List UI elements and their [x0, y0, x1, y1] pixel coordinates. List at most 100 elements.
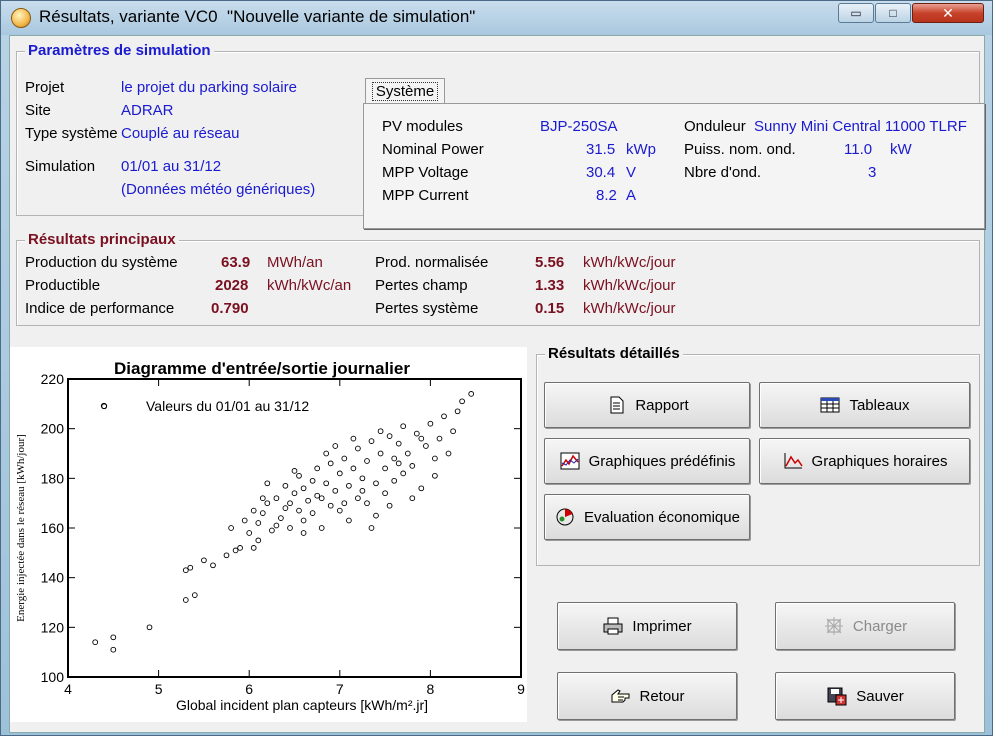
result-label-production: Production du système [25, 254, 178, 271]
sys-value-nominal-power: 31.5 [586, 141, 616, 158]
result-unit-productible: kWh/kWc/an [267, 277, 352, 294]
retour-button[interactable]: Retour [557, 672, 737, 720]
scatter-point [468, 391, 475, 397]
client-area: Paramètres de simulation Projet le proje… [9, 35, 985, 733]
y-tick-label: 220 [41, 371, 65, 387]
graphiques-horaires-button[interactable]: Graphiques horaires [759, 438, 970, 484]
scatter-point [210, 562, 216, 569]
axis-ticks: 4 5 6 7 8 9 100 120 140 160 180 200 220 [41, 371, 525, 697]
scatter-point [246, 530, 253, 536]
param-value-site: ADRAR [121, 102, 174, 119]
chart-legend: Valeurs du 01/01 au 31/12 [146, 398, 309, 414]
y-tick-label: 140 [41, 570, 65, 586]
tableaux-label: Tableaux [849, 396, 910, 414]
scatter-point [454, 408, 461, 415]
x-tick-label: 9 [517, 681, 525, 697]
sys-value-onduleur: Sunny Mini Central 11000 TLRF [754, 118, 967, 135]
scatter-point [264, 500, 271, 507]
main-results-group: Résultats principaux Production du systè… [16, 231, 980, 326]
tableaux-button[interactable]: Tableaux [759, 382, 970, 428]
scatter-point [350, 465, 357, 472]
result-unit-prod-norm: kWh/kWc/jour [583, 254, 676, 271]
sys-value-pv-modules: BJP-250SA [540, 118, 618, 135]
retour-label: Retour [639, 687, 685, 705]
scatter-point [314, 492, 321, 499]
scatter-point [336, 507, 343, 514]
y-tick-label: 120 [41, 619, 65, 635]
scatter-point [255, 537, 262, 544]
scatter-point [432, 455, 438, 462]
scatter-point [291, 490, 298, 497]
scatter-point [187, 564, 194, 571]
tab-systeme[interactable]: Système [365, 78, 445, 104]
scatter-point [182, 567, 189, 574]
scatter-point [318, 495, 325, 502]
plot-frame [67, 378, 522, 678]
scatter-point [423, 443, 429, 449]
param-value-simulation: 01/01 au 31/12 [121, 158, 222, 175]
sys-label-mpp-voltage: MPP Voltage [382, 164, 469, 181]
scatter-point [250, 507, 257, 514]
graphiques-predefinis-button[interactable]: Graphiques prédéfinis [544, 438, 750, 484]
sys-label-mpp-current: MPP Current [382, 187, 469, 204]
scatter-point [386, 502, 393, 509]
evaluation-economique-button[interactable]: Evaluation économique [544, 494, 750, 540]
sys-unit-mpp-current: A [626, 187, 637, 204]
x-tick-label: 8 [427, 681, 435, 697]
title-bar[interactable]: Résultats, variante VC0 "Nouvelle varian… [1, 1, 992, 35]
charger-button[interactable]: Charger [775, 602, 955, 650]
graphiques-horaires-label: Graphiques horaires [811, 452, 948, 470]
result-label-pertes-systeme: Pertes système [375, 300, 479, 317]
line-chart-icon [559, 451, 581, 471]
detailed-results-group: Résultats détaillés Rapport Tableaux Gra… [536, 345, 980, 566]
x-tick-label: 5 [155, 681, 163, 697]
imprimer-button[interactable]: Imprimer [557, 602, 737, 650]
scatter-point [327, 460, 334, 467]
scatter-point [413, 430, 420, 437]
scatter-point [110, 646, 117, 653]
scatter-point [282, 482, 289, 489]
result-unit-pertes-systeme: kWh/kWc/jour [583, 300, 676, 317]
scatter-point [332, 443, 339, 449]
scatter-point [346, 517, 352, 524]
scatter-point [336, 470, 343, 477]
scatter-point [450, 428, 456, 435]
scatter-point [346, 482, 352, 489]
sauver-button[interactable]: Sauver [775, 672, 955, 720]
scatter-point [409, 463, 416, 469]
graphiques-predefinis-label: Graphiques prédéfinis [588, 452, 736, 470]
result-value-pertes-champ: 1.33 [535, 277, 565, 294]
param-label-type: Type système [25, 125, 118, 142]
document-icon [605, 395, 627, 415]
y-axis-label: Energie injectée dans le réseau [kWh/jou… [15, 434, 27, 622]
scatter-point [400, 423, 407, 430]
maximize-button[interactable]: □ [875, 3, 911, 23]
scatter-point [250, 545, 257, 551]
minimize-button[interactable]: ▭ [838, 3, 874, 23]
scatter-point [386, 433, 393, 439]
result-label-indice: Indice de performance [25, 300, 175, 317]
scatter-point [287, 500, 293, 507]
param-sim-note: (Données météo génériques) [121, 181, 316, 198]
table-icon [819, 395, 841, 415]
close-button[interactable]: ✕ [912, 3, 984, 23]
systeme-panel: PV modules BJP-250SA Nominal Power 31.5 … [363, 103, 985, 229]
main-results-title: Résultats principaux [25, 231, 179, 248]
scatter-point [355, 445, 361, 452]
sys-unit-nominal-power: kWp [626, 141, 656, 158]
scatter-point [273, 495, 280, 502]
scatter-point [368, 438, 375, 444]
scatter-point [300, 485, 307, 492]
x-axis-label: Global incident plan capteurs [kWh/m².jr… [176, 697, 428, 713]
rapport-button[interactable]: Rapport [544, 382, 750, 428]
chart-title: Diagramme d'entrée/sortie journalier [114, 359, 410, 378]
scatter-point [305, 497, 311, 504]
scatter-point [436, 435, 443, 442]
x-tick-label: 4 [64, 681, 72, 697]
scatter-point [296, 507, 302, 514]
scatter-point [282, 505, 289, 511]
scatter-point [364, 458, 370, 464]
result-value-indice: 0.790 [211, 300, 249, 317]
economic-pie-icon [554, 507, 576, 527]
